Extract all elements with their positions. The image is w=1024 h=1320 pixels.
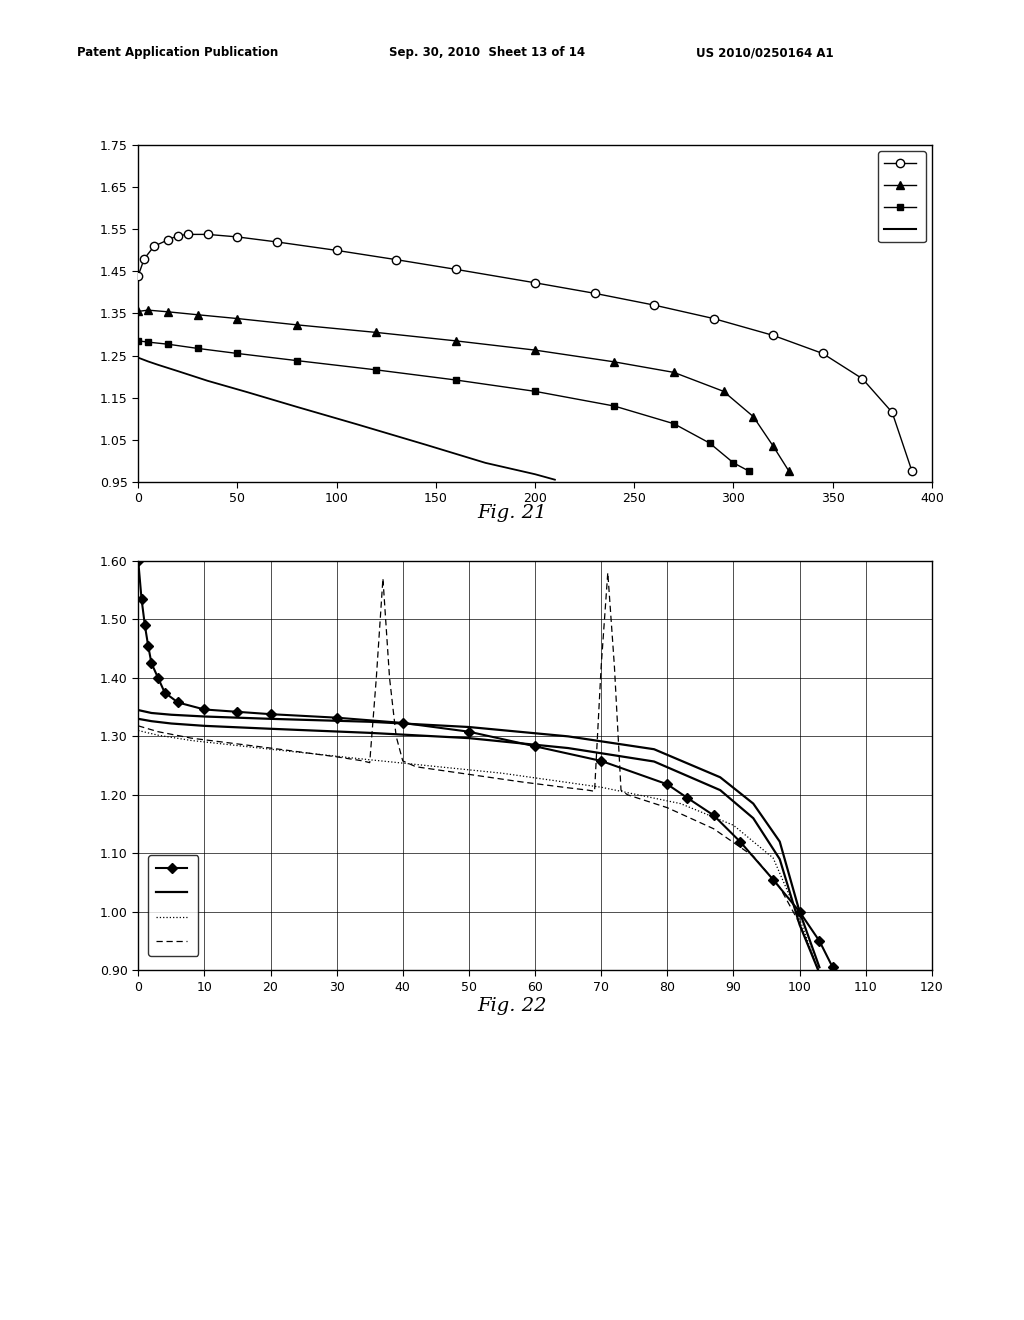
Text: Fig. 21: Fig. 21 [477, 504, 547, 523]
Text: US 2010/0250164 A1: US 2010/0250164 A1 [696, 46, 834, 59]
Text: Sep. 30, 2010  Sheet 13 of 14: Sep. 30, 2010 Sheet 13 of 14 [389, 46, 586, 59]
Text: Fig. 22: Fig. 22 [477, 997, 547, 1015]
Legend: , , , : , , , [879, 152, 926, 242]
Text: Patent Application Publication: Patent Application Publication [77, 46, 279, 59]
Legend: , , , : , , , [148, 855, 199, 956]
